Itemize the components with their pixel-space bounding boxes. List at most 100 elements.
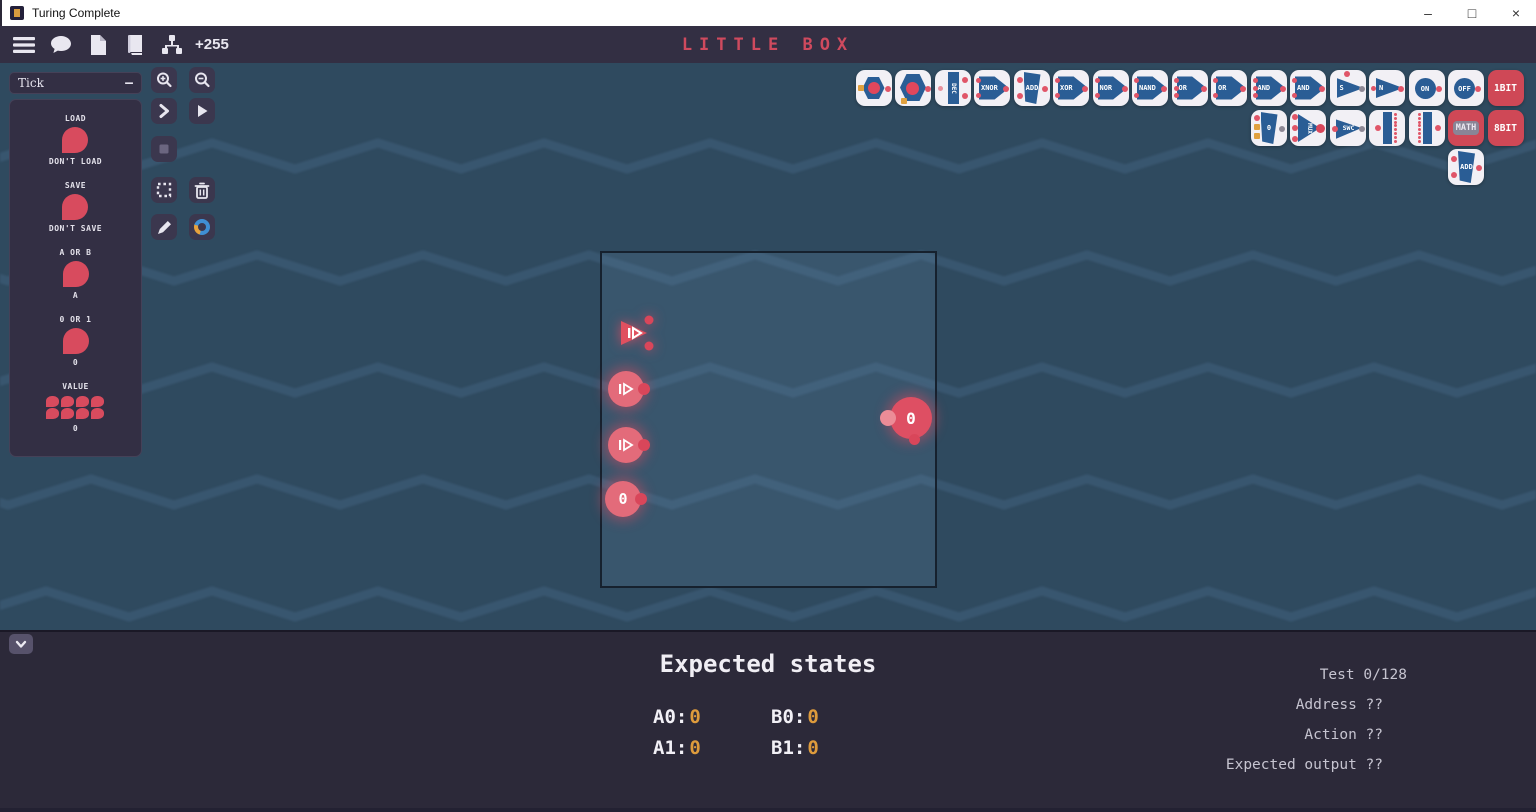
signal-label: A1:	[653, 737, 688, 759]
maximize-button[interactable]: □	[1467, 5, 1477, 21]
tick-entry-bottom-label: A	[72, 291, 79, 300]
pencil-icon	[157, 220, 171, 234]
zoom-out-button[interactable]	[189, 67, 215, 93]
tick-entry-top-label: LOAD	[64, 114, 87, 123]
node-value: 0	[906, 408, 916, 428]
or3-gate[interactable]: OR	[1171, 70, 1208, 106]
title-bar: Turing Complete – □ ×	[0, 0, 1536, 26]
play-glyph	[619, 438, 634, 452]
app-icon	[10, 6, 24, 20]
switch-component[interactable]: SWC	[1329, 110, 1366, 146]
palette-label: AND	[1257, 84, 1271, 92]
chat-icon[interactable]	[48, 32, 74, 58]
signal-b0: B0: 0	[771, 706, 889, 728]
window-title: Turing Complete	[32, 6, 121, 20]
edit-button[interactable]	[151, 214, 177, 240]
tick-entry-1: SAVE DON'T SAVE	[49, 179, 102, 235]
play-button[interactable]	[189, 98, 215, 124]
top-toolbar: +255 LITTLE BOX	[0, 26, 1536, 63]
tick-entry-0: LOAD DON'T LOAD	[49, 112, 102, 168]
switch-gate[interactable]: S	[1329, 70, 1366, 106]
signal-label: A0:	[653, 706, 688, 728]
bit-input-node-1[interactable]	[608, 371, 650, 407]
hierarchy-icon[interactable]	[159, 32, 185, 58]
byte-input-node[interactable]: 0	[605, 481, 647, 517]
byte-adder[interactable]: ADD	[1448, 149, 1484, 185]
input-pin[interactable]	[880, 410, 896, 426]
palette-label: NOR	[1099, 84, 1113, 92]
decoder-component[interactable]: DEC	[934, 70, 971, 106]
on-constant[interactable]: ON	[1408, 70, 1445, 106]
palette-label: 8BIT	[1494, 122, 1517, 134]
not-gate[interactable]: N	[1369, 70, 1405, 106]
palette-label: OR	[1218, 84, 1227, 92]
minimize-button[interactable]: –	[1424, 5, 1432, 21]
tick-entry-3: 0 OR 1 0	[60, 313, 92, 369]
test-info-line-2: Action ??	[1304, 727, 1383, 743]
and3-gate[interactable]: AND	[1250, 70, 1287, 106]
input-pin[interactable]	[62, 328, 89, 354]
tick-panel: Tick – LOAD DON'T LOAD SAVE DON'T SAVE A OR …	[9, 72, 142, 457]
step-button[interactable]	[151, 98, 177, 124]
signal-label: B0:	[771, 706, 806, 728]
byte-maker[interactable]	[1408, 110, 1445, 146]
byte-splitter[interactable]	[1369, 110, 1405, 146]
and-gate[interactable]: AND	[1290, 70, 1326, 106]
file-icon[interactable]	[85, 32, 111, 58]
trash-icon	[194, 182, 210, 199]
close-button[interactable]: ×	[1511, 5, 1521, 21]
xnor-gate[interactable]: XNOR	[974, 70, 1010, 106]
output-pin[interactable]	[635, 493, 647, 505]
tab-8bit[interactable]: 8BIT	[1487, 110, 1524, 146]
byte-output-node[interactable]: 0	[880, 397, 932, 445]
output-pin[interactable]	[638, 383, 650, 395]
input-pin[interactable]	[62, 194, 89, 220]
tick-panel-title: Tick	[18, 76, 44, 90]
palette-label: ADD	[1460, 163, 1473, 171]
tick-entry-bottom-label: 0	[72, 424, 79, 433]
test-info-line-1: Address ??	[1295, 697, 1383, 713]
nand-gate[interactable]: NAND	[1132, 70, 1168, 106]
palette-label: N	[1379, 84, 1384, 92]
or-gate[interactable]: OR	[1211, 70, 1247, 106]
tick-input-node[interactable]	[616, 313, 656, 353]
value-pin-grid[interactable]	[46, 396, 105, 419]
output-pin[interactable]	[638, 439, 650, 451]
register-component[interactable]	[855, 70, 892, 106]
test-info: Test 0/128 Address ?? Action ?? Expected ou…	[1226, 660, 1407, 780]
score-counter: +255	[195, 36, 229, 53]
book-icon[interactable]	[122, 32, 148, 58]
counter-component[interactable]	[895, 70, 931, 106]
tick-entry-bottom-label: DON'T LOAD	[48, 157, 103, 166]
expected-states-panel: Expected states A0: 0 B0: 0 A1: 0 B1: 0 Test 0/…	[0, 630, 1536, 812]
tick-entry-top-label: SAVE	[64, 181, 87, 190]
collapse-panel-button[interactable]: –	[125, 75, 133, 91]
byte-constant[interactable]: 0	[1250, 110, 1287, 146]
menu-icon[interactable]	[11, 32, 37, 58]
xor-gate[interactable]: XOR	[1053, 70, 1089, 106]
stop-button[interactable]	[151, 136, 177, 162]
tab-1bit[interactable]: 1BIT	[1487, 70, 1524, 106]
adder-component[interactable]: ADD	[1013, 70, 1050, 106]
mux-component[interactable]: MUX	[1290, 110, 1326, 146]
input-pin[interactable]	[62, 127, 89, 153]
signal-value: 0	[807, 737, 819, 759]
off-constant[interactable]: OFF	[1448, 70, 1484, 106]
tab-math[interactable]: MATH	[1448, 110, 1484, 146]
palette-label: MATH	[1452, 121, 1480, 135]
input-pin[interactable]	[62, 261, 89, 287]
select-button[interactable]	[151, 177, 177, 203]
test-info-line-0: Test 0/128	[1319, 667, 1407, 683]
input-pin-2[interactable]	[909, 434, 920, 445]
tick-panel-header[interactable]: Tick –	[9, 72, 142, 94]
bit-input-node-2[interactable]	[608, 427, 650, 463]
zoom-in-icon	[157, 72, 172, 88]
zoom-in-button[interactable]	[151, 67, 177, 93]
delete-button[interactable]	[189, 177, 215, 203]
nor-gate[interactable]: NOR	[1092, 70, 1129, 106]
palette-label: AND	[1297, 84, 1310, 92]
color-wheel-button[interactable]	[189, 214, 215, 240]
collapse-bottom-button[interactable]	[9, 634, 33, 654]
tick-entry-top-label: 0 OR 1	[59, 315, 92, 324]
signal-label: B1:	[771, 737, 806, 759]
